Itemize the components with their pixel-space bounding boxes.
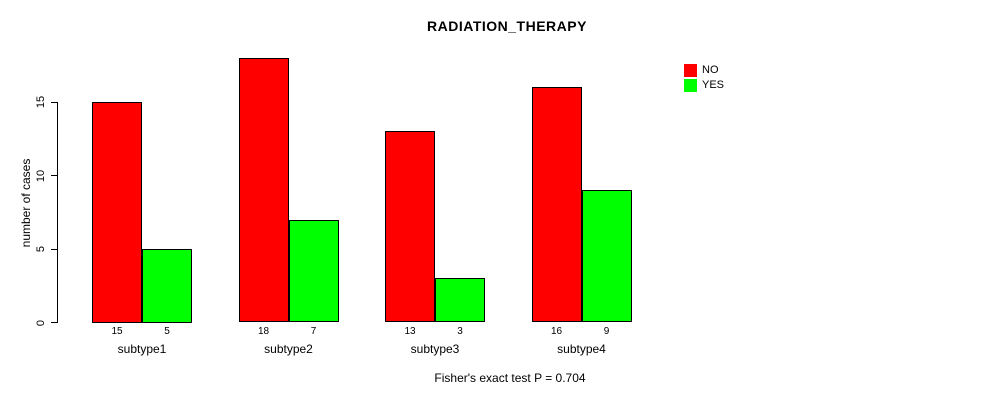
legend-item-no: NO (684, 64, 719, 77)
y-tick-label: 5 (35, 245, 47, 253)
y-tick-label: 15 (35, 95, 47, 109)
count-label-subtype2-yes: 7 (310, 326, 317, 337)
legend-label-no: NO (702, 64, 719, 76)
count-label-subtype4-no: 16 (550, 326, 563, 337)
count-label-subtype4-yes: 9 (603, 326, 610, 337)
bar-subtype1-yes (142, 249, 192, 323)
count-label-subtype3-no: 13 (404, 326, 416, 337)
y-tick-mark (51, 248, 58, 250)
fisher-test-caption: Fisher's exact test P = 0.704 (434, 371, 586, 385)
count-label-subtype1-no: 15 (111, 326, 123, 337)
legend-swatch-no (684, 64, 697, 77)
y-tick-mark (51, 175, 58, 176)
chart-title: RADIATION_THERAPY (427, 18, 587, 34)
y-axis-line (57, 102, 58, 323)
bar-subtype2-yes (288, 219, 339, 323)
legend-swatch-yes (684, 78, 697, 92)
bar-subtype2-no (238, 57, 289, 323)
bar-subtype3-yes (435, 278, 485, 323)
x-axis-label-subtype1: subtype1 (117, 342, 167, 356)
bar-subtype1-no (92, 102, 142, 323)
bar-subtype4-no (531, 87, 582, 323)
bar-subtype3-no (385, 131, 435, 323)
legend-label-yes: YES (702, 78, 725, 91)
y-tick-mark (51, 322, 58, 323)
y-tick-mark (51, 101, 58, 103)
count-label-subtype1-yes: 5 (164, 326, 170, 337)
x-axis-label-subtype4: subtype4 (557, 342, 606, 356)
x-axis-label-subtype3: subtype3 (410, 342, 460, 356)
bar-subtype4-yes (581, 190, 632, 323)
count-label-subtype3-yes: 3 (457, 326, 463, 337)
legend-item-yes: YES (684, 78, 725, 92)
y-axis-label: number of cases (19, 158, 33, 248)
y-tick-label: 0 (35, 319, 47, 326)
count-label-subtype2-no: 18 (257, 326, 270, 337)
x-axis-label-subtype2: subtype2 (264, 342, 313, 356)
y-tick-label: 10 (35, 169, 47, 182)
